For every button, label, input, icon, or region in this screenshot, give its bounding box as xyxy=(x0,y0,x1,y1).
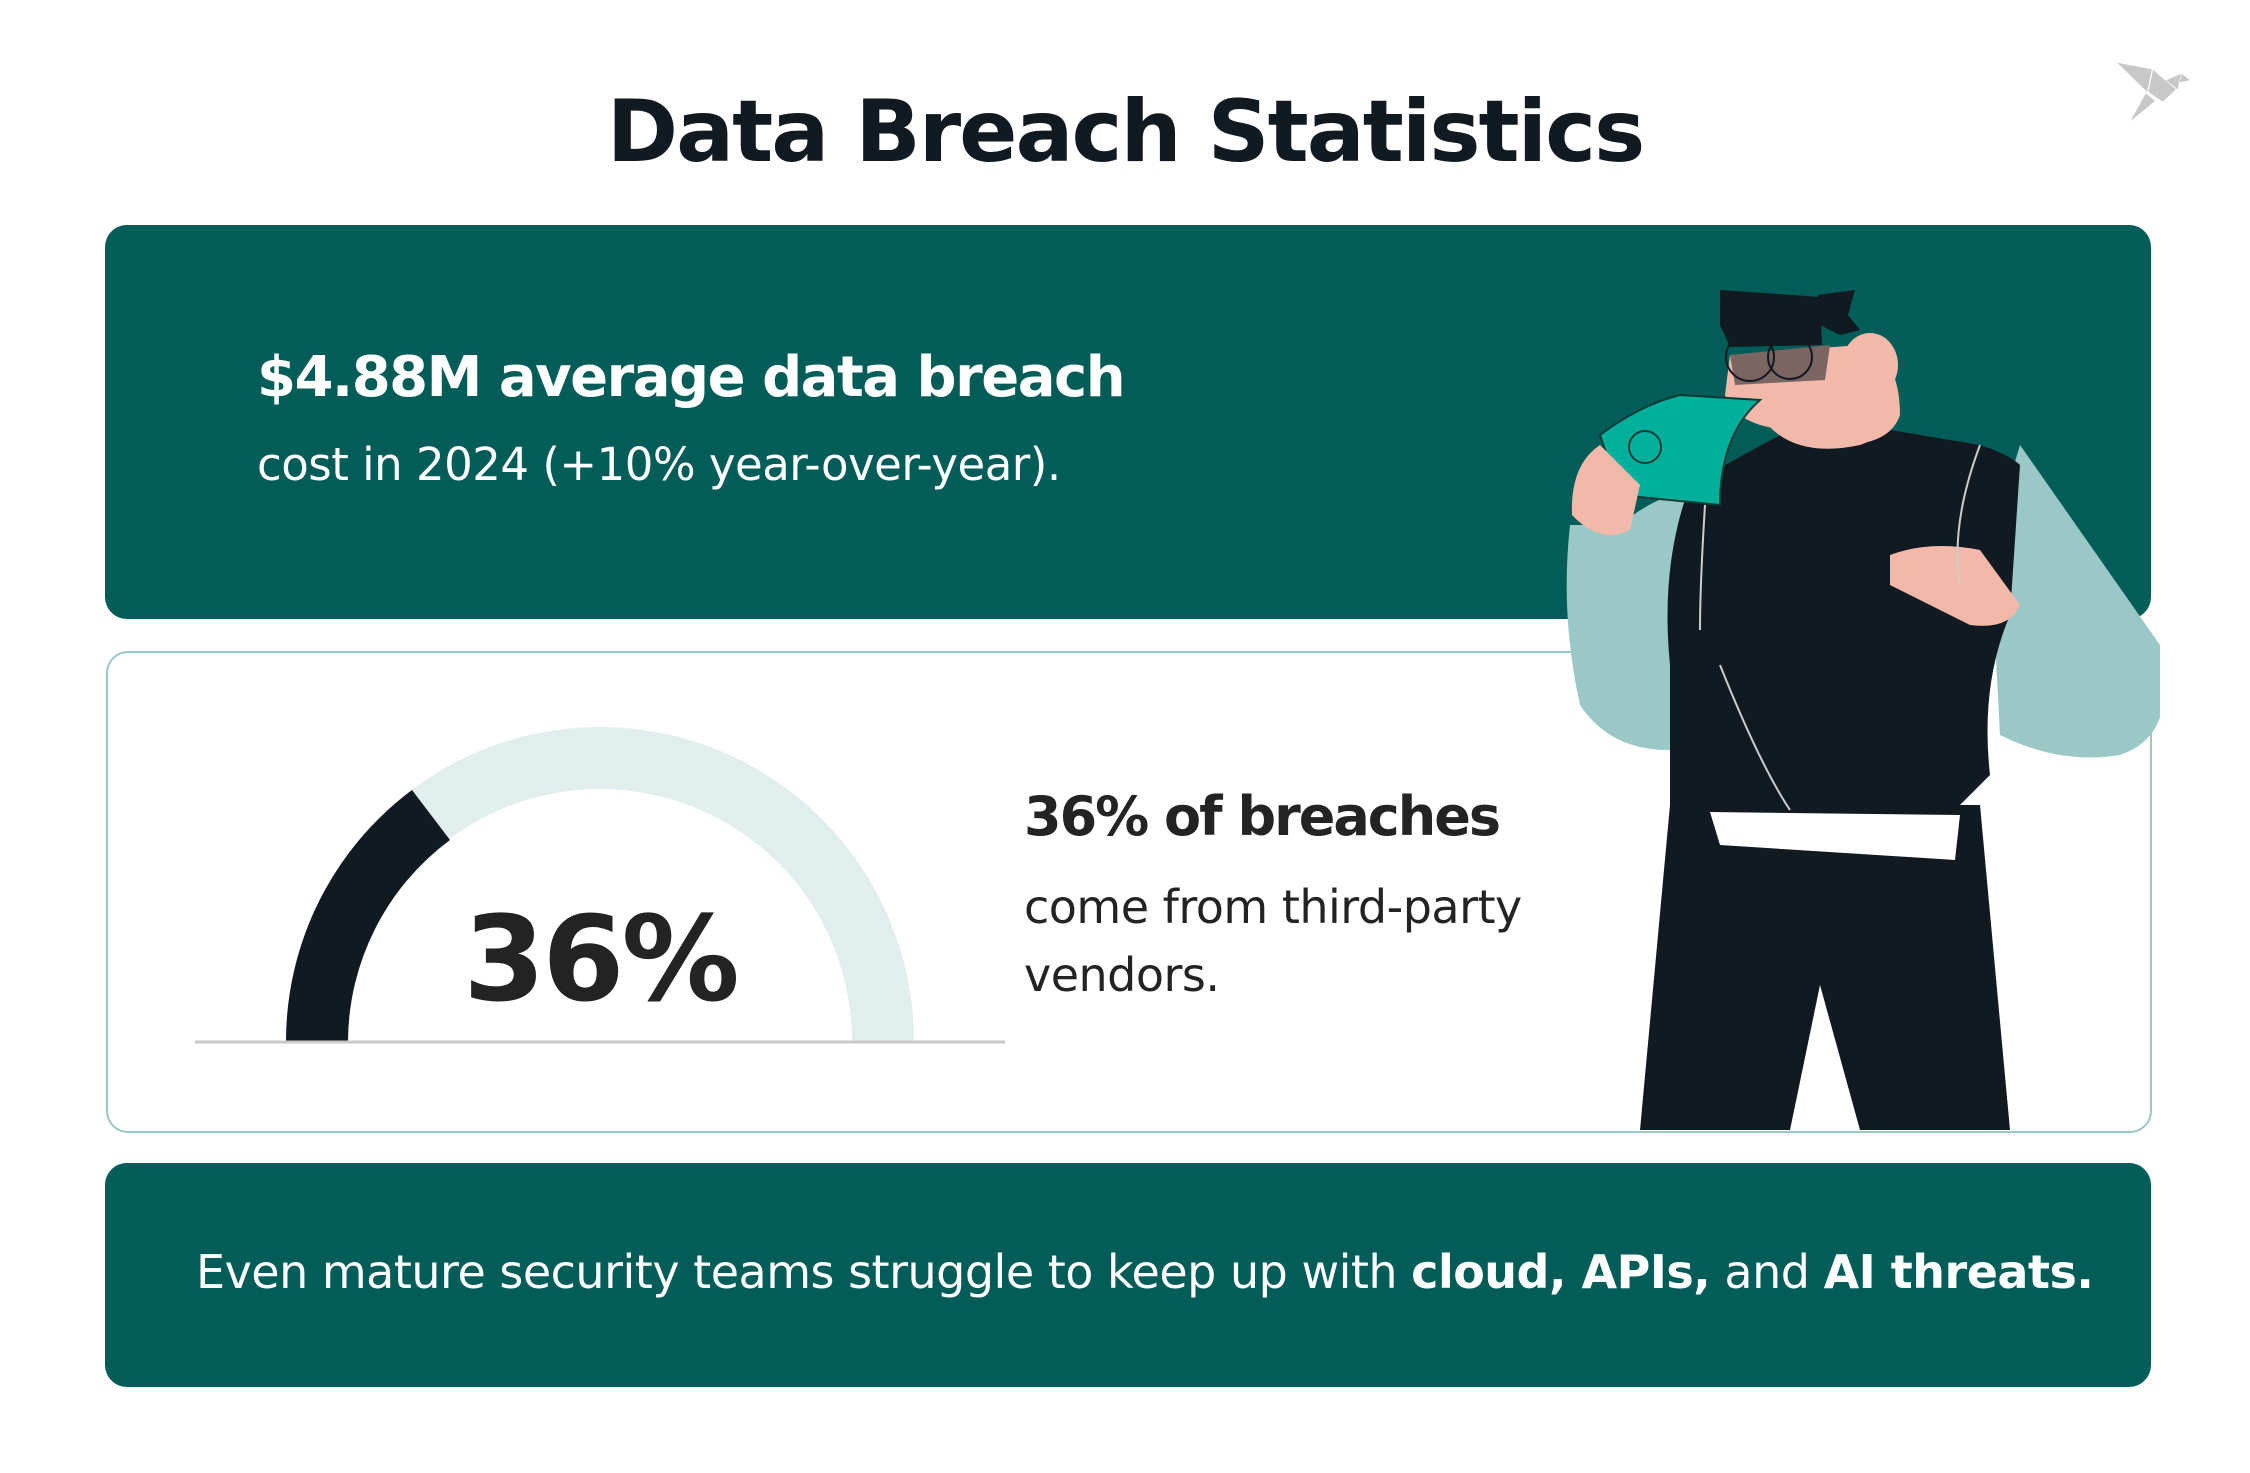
footer-bold-ai-threats: AI threats. xyxy=(1823,1245,2094,1299)
footer-note: Even mature security teams struggle to k… xyxy=(196,1245,2094,1299)
footer-bold-cloud-apis: cloud, APIs, xyxy=(1411,1245,1711,1299)
footer-note-card xyxy=(105,1163,2151,1387)
third-party-headline: 36% of breaches xyxy=(1024,785,1501,848)
subtext-line-2: vendors. xyxy=(1024,948,1220,1002)
footer-text-part-1: Even mature security teams struggle to k… xyxy=(196,1245,1412,1299)
cost-subtext: cost in 2024 (+10% year-over-year). xyxy=(257,438,1061,491)
gauge-fill xyxy=(286,790,450,1041)
gauge-chart xyxy=(195,727,1005,1044)
footer-text-part-2: and xyxy=(1710,1245,1824,1299)
gauge-track xyxy=(286,727,914,1041)
cost-headline: $4.88M average data breach xyxy=(257,345,1126,410)
thief-illustration xyxy=(1566,290,2160,1130)
gauge-value: 36% xyxy=(463,890,739,1028)
subtext-line-1: come from third-party xyxy=(1024,880,1522,934)
third-party-subtext: come from third-party vendors. xyxy=(1024,873,1624,1009)
origami-bird-icon xyxy=(2117,62,2191,122)
page-title: Data Breach Statistics xyxy=(606,82,1646,182)
